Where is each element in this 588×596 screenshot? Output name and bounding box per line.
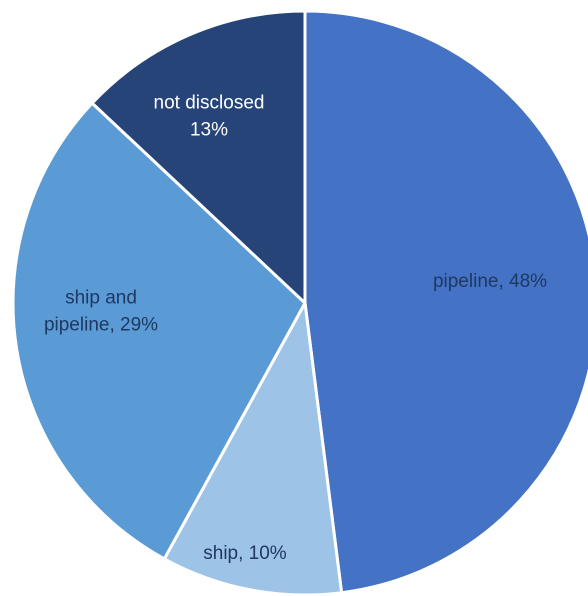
slice-label-pipeline: pipeline, 48% — [433, 271, 547, 292]
slice-label-line: pipeline, 29% — [44, 315, 158, 336]
pie-slice-not-disclosed — [90, 9, 307, 305]
pie-slices — [11, 9, 588, 596]
pie-slice-ship — [162, 301, 344, 596]
slice-label-line: 13% — [190, 120, 228, 141]
pie-slice-ship-and-pipeline — [11, 101, 307, 561]
slice-label-line: pipeline, 48% — [433, 271, 547, 292]
slice-label-ship: ship, 10% — [203, 543, 287, 564]
slice-label-line: ship, 10% — [203, 543, 287, 564]
pie-labels: pipeline, 48% ship, 10% ship and pipeline, … — [44, 93, 547, 565]
slice-label-not-disclosed: not disclosed 13% — [154, 93, 265, 141]
slice-label-ship-and-pipeline: ship and pipeline, 29% — [44, 288, 158, 336]
slice-label-line: not disclosed — [154, 93, 265, 114]
slice-label-line: ship and — [65, 288, 137, 309]
pie-slice-pipeline — [303, 9, 588, 595]
